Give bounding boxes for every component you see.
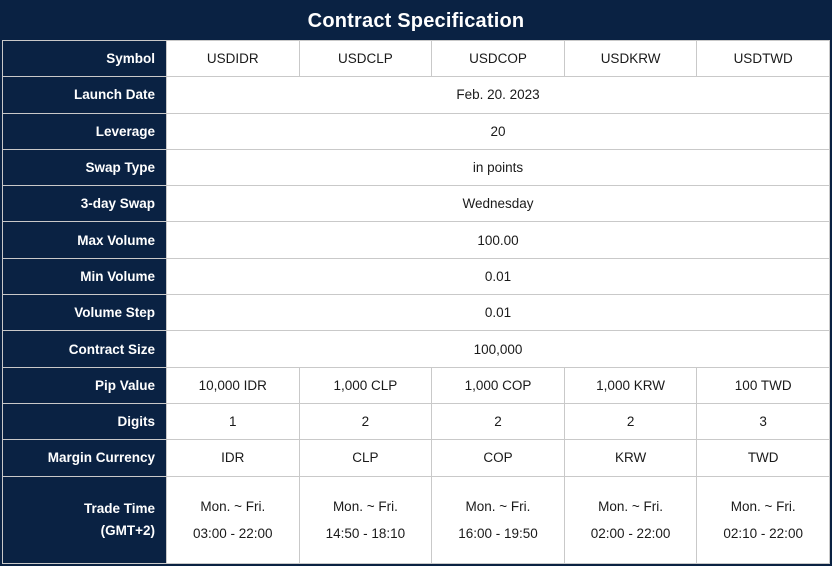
min-volume-value: 0.01	[166, 257, 830, 296]
symbol-cell-usdtwd: USDTWD	[696, 39, 830, 78]
margin-currency-cell-usdkrw: KRW	[563, 439, 698, 477]
trade-time-label-line2: (GMT+2)	[100, 522, 155, 538]
row-label-launch-date: Launch Date	[2, 76, 167, 114]
symbol-cell-usdclp: USDCLP	[298, 39, 433, 78]
row-label-3day-swap: 3-day Swap	[2, 185, 167, 223]
margin-currency-cell-usdclp: CLP	[298, 439, 433, 477]
digits-cell-usdcop: 2	[431, 402, 565, 441]
row-label-symbol: Symbol	[2, 39, 167, 78]
row-label-max-volume: Max Volume	[2, 221, 167, 259]
trade-time-cell-usdkrw: Mon. ~ Fri. 02:00 - 22:00	[563, 475, 698, 565]
row-label-min-volume: Min Volume	[2, 257, 167, 296]
table-row-digits: Digits 1 2 2 2 3	[2, 402, 830, 441]
table-row-3day-swap: 3-day Swap Wednesday	[2, 185, 830, 223]
trade-time-cell-usdidr: Mon. ~ Fri. 03:00 - 22:00	[166, 475, 300, 565]
table-row-volume-step: Volume Step 0.01	[2, 294, 830, 332]
pip-value-cell-usdtwd: 100 TWD	[696, 366, 830, 404]
pip-value-cell-usdkrw: 1,000 KRW	[563, 366, 698, 404]
contract-spec-table: Symbol USDIDR USDCLP USDCOP USDKRW USDTW…	[2, 39, 830, 565]
trade-time-days: Mon. ~ Fri.	[200, 498, 266, 514]
trade-time-days: Mon. ~ Fri.	[332, 498, 398, 514]
trade-time-cell-usdclp: Mon. ~ Fri. 14:50 - 18:10	[298, 475, 433, 565]
table-row-min-volume: Min Volume 0.01	[2, 257, 830, 296]
row-label-swap-type: Swap Type	[2, 148, 167, 187]
row-label-digits: Digits	[2, 402, 167, 441]
digits-cell-usdidr: 1	[166, 402, 300, 441]
pip-value-cell-usdclp: 1,000 CLP	[298, 366, 433, 404]
row-label-contract-size: Contract Size	[2, 330, 167, 368]
table-row-pip-value: Pip Value 10,000 IDR 1,000 CLP 1,000 COP…	[2, 366, 830, 404]
trade-time-cell-usdtwd: Mon. ~ Fri. 02:10 - 22:00	[696, 475, 830, 565]
trade-time-hours: 02:10 - 22:00	[723, 525, 803, 541]
symbol-cell-usdkrw: USDKRW	[563, 39, 698, 78]
symbol-cell-usdidr: USDIDR	[166, 39, 300, 78]
3day-swap-value: Wednesday	[166, 185, 830, 223]
margin-currency-cell-usdtwd: TWD	[696, 439, 830, 477]
table-row-symbol: Symbol USDIDR USDCLP USDCOP USDKRW USDTW…	[2, 39, 830, 78]
margin-currency-cell-usdcop: COP	[431, 439, 565, 477]
row-label-pip-value: Pip Value	[2, 366, 167, 404]
row-label-leverage: Leverage	[2, 112, 167, 150]
leverage-value: 20	[166, 112, 830, 150]
table-row-margin-currency: Margin Currency IDR CLP COP KRW TWD	[2, 439, 830, 477]
digits-cell-usdclp: 2	[298, 402, 433, 441]
volume-step-value: 0.01	[166, 294, 830, 332]
table-row-swap-type: Swap Type in points	[2, 148, 830, 187]
max-volume-value: 100.00	[166, 221, 830, 259]
trade-time-hours: 03:00 - 22:00	[193, 525, 273, 541]
table-row-trade-time: Trade Time (GMT+2) Mon. ~ Fri. 03:00 - 2…	[2, 475, 830, 565]
digits-cell-usdkrw: 2	[563, 402, 698, 441]
page-title: Contract Specification	[2, 2, 830, 40]
trade-time-days: Mon. ~ Fri.	[730, 498, 796, 514]
table-row-max-volume: Max Volume 100.00	[2, 221, 830, 259]
swap-type-value: in points	[166, 148, 830, 187]
margin-currency-cell-usdidr: IDR	[166, 439, 300, 477]
launch-date-value: Feb. 20. 2023	[166, 76, 830, 114]
table-row-launch-date: Launch Date Feb. 20. 2023	[2, 76, 830, 114]
row-label-trade-time: Trade Time (GMT+2)	[2, 475, 167, 565]
trade-time-hours: 16:00 - 19:50	[458, 525, 538, 541]
trade-time-hours: 02:00 - 22:00	[590, 525, 671, 541]
row-label-margin-currency: Margin Currency	[2, 439, 167, 477]
table-row-contract-size: Contract Size 100,000	[2, 330, 830, 368]
contract-size-value: 100,000	[166, 330, 830, 368]
trade-time-label-line1: Trade Time	[83, 500, 155, 516]
table-row-leverage: Leverage 20	[2, 112, 830, 150]
trade-time-days: Mon. ~ Fri.	[598, 498, 664, 514]
trade-time-days: Mon. ~ Fri.	[465, 498, 531, 514]
trade-time-cell-usdcop: Mon. ~ Fri. 16:00 - 19:50	[431, 475, 565, 565]
pip-value-cell-usdcop: 1,000 COP	[431, 366, 565, 404]
digits-cell-usdtwd: 3	[696, 402, 830, 441]
pip-value-cell-usdidr: 10,000 IDR	[166, 366, 300, 404]
symbol-cell-usdcop: USDCOP	[431, 39, 565, 78]
row-label-volume-step: Volume Step	[2, 294, 167, 332]
trade-time-hours: 14:50 - 18:10	[325, 525, 406, 541]
